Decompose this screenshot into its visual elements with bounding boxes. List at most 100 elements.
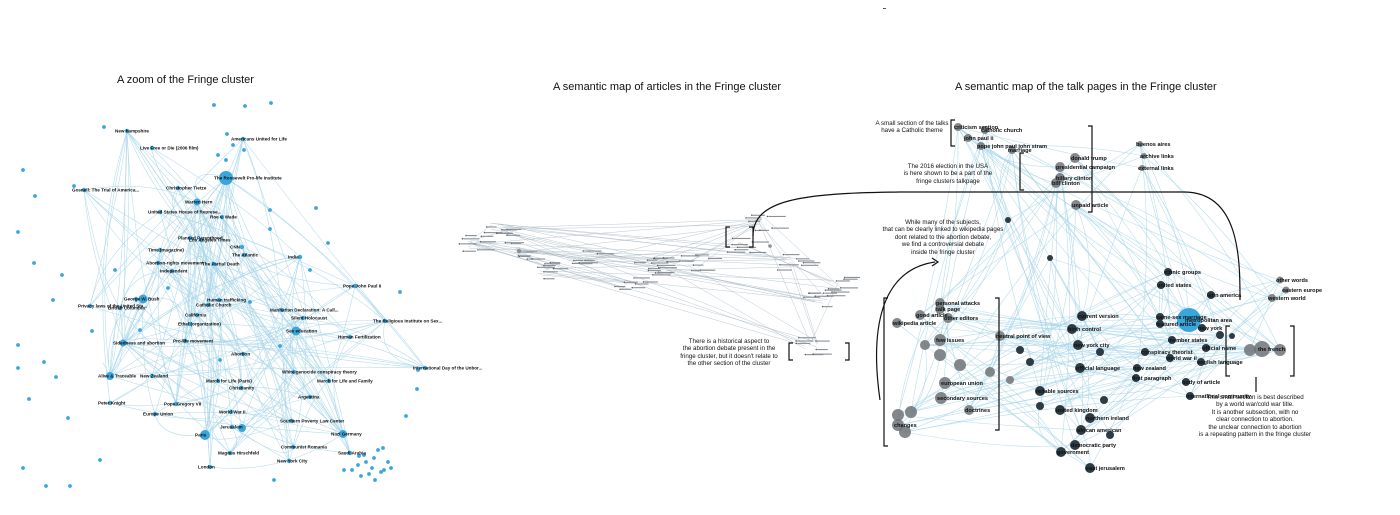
talk-node bbox=[1156, 320, 1164, 328]
talk-edge bbox=[957, 126, 1079, 346]
article-node bbox=[477, 248, 479, 251]
talk-node-label: united states bbox=[1157, 283, 1192, 289]
fringe-edge bbox=[83, 189, 161, 251]
talk-node-label: democratic party bbox=[1071, 443, 1117, 449]
fringe-edge bbox=[109, 387, 242, 407]
article-node bbox=[572, 259, 575, 262]
fringe-edge bbox=[83, 189, 126, 344]
talk-node bbox=[1216, 331, 1224, 339]
fringe-edge bbox=[229, 426, 237, 454]
talk-node-label: bill clinton bbox=[1052, 181, 1081, 187]
talk-node-label: reliable sources bbox=[1036, 389, 1079, 395]
fringe-node bbox=[308, 268, 312, 272]
fringe-edge bbox=[242, 353, 290, 462]
talk-edge bbox=[1079, 367, 1191, 397]
article-node bbox=[822, 292, 825, 294]
fringe-node bbox=[286, 458, 292, 464]
talk-node-label: new york city bbox=[1074, 343, 1110, 349]
talk-node bbox=[1026, 358, 1034, 366]
fringe-node-label: Abortion bbox=[231, 352, 250, 357]
talk-node-label: pope john paul john stram bbox=[977, 144, 1047, 150]
annotation-historical: There is a historical aspect to the abor… bbox=[680, 338, 778, 368]
article-text-mark bbox=[826, 289, 842, 291]
fringe-node bbox=[314, 206, 318, 210]
article-node bbox=[537, 266, 539, 269]
talk-edge bbox=[947, 317, 1073, 330]
talk-edge bbox=[1136, 334, 1221, 369]
fringe-node bbox=[149, 145, 155, 151]
article-text-mark bbox=[814, 353, 832, 355]
article-text-mark bbox=[810, 292, 822, 294]
article-edge bbox=[467, 240, 547, 268]
article-node bbox=[798, 260, 800, 262]
article-text-mark bbox=[709, 257, 723, 260]
fringe-node-label: Pope John Paul II bbox=[343, 284, 381, 289]
article-edge bbox=[469, 241, 481, 249]
fringe-node bbox=[359, 474, 363, 478]
talk-edge bbox=[1029, 352, 1171, 363]
fringe-node-label: Ethel (organization) bbox=[178, 322, 221, 327]
article-text-mark bbox=[659, 267, 677, 269]
fringe-edge bbox=[135, 298, 186, 342]
article-node bbox=[754, 229, 757, 232]
talk-edge bbox=[957, 126, 1079, 346]
article-node bbox=[634, 283, 637, 285]
article-node bbox=[552, 267, 555, 270]
article-text-mark bbox=[580, 262, 599, 264]
fringe-node-label: Sex education bbox=[286, 329, 317, 334]
article-node bbox=[839, 287, 842, 289]
talk-node-label: east jerusalem bbox=[1086, 466, 1125, 472]
talk-edge bbox=[939, 315, 1083, 356]
talk-edge bbox=[1038, 405, 1062, 453]
article-text-mark bbox=[778, 269, 792, 271]
fringe-edge bbox=[242, 138, 351, 454]
arrowhead-debate bbox=[931, 257, 940, 267]
talk-node bbox=[892, 409, 904, 421]
fringe-node-label: March for Life and Family bbox=[317, 379, 373, 384]
talk-node bbox=[1186, 392, 1194, 400]
talk-edge bbox=[1007, 143, 1141, 221]
fringe-edge bbox=[126, 130, 304, 319]
article-node bbox=[821, 305, 824, 308]
fringe-node bbox=[198, 237, 204, 243]
talk-node-label: english language bbox=[1197, 360, 1243, 366]
talk-edge bbox=[967, 137, 1281, 281]
article-edge bbox=[468, 241, 472, 249]
article-text-mark bbox=[508, 234, 521, 236]
article-text-mark bbox=[747, 217, 762, 219]
fringe-node-label: London bbox=[198, 465, 215, 470]
fringe-edge bbox=[213, 263, 344, 435]
fringe-edge bbox=[291, 256, 301, 373]
fringe-node-label: Planned Parenthood bbox=[178, 236, 223, 241]
fringe-edge bbox=[157, 262, 209, 306]
talk-edge bbox=[968, 344, 1079, 411]
talk-node bbox=[981, 126, 989, 134]
talk-node bbox=[1168, 336, 1176, 344]
talk-edge bbox=[968, 182, 1057, 411]
article-text-mark bbox=[621, 288, 632, 290]
bracket-historical bbox=[788, 342, 793, 361]
bracket-election-right bbox=[1088, 125, 1093, 213]
fringe-edge bbox=[213, 263, 344, 435]
article-node bbox=[844, 276, 846, 279]
article-edge bbox=[473, 219, 762, 245]
talk-node bbox=[1016, 346, 1024, 354]
fringe-node-label: Pope Gregory VII bbox=[164, 402, 201, 407]
fringe-node bbox=[117, 305, 123, 311]
fringe-node bbox=[227, 450, 233, 456]
talk-edge bbox=[1074, 339, 1173, 446]
fringe-node bbox=[225, 132, 229, 136]
article-text-mark bbox=[616, 285, 626, 288]
talk-edge bbox=[1080, 289, 1287, 431]
talk-edge bbox=[1075, 204, 1263, 350]
talk-edge bbox=[919, 204, 1077, 316]
talk-edge bbox=[939, 149, 1013, 341]
fringe-node-label: The Religious Institute on Sex... bbox=[373, 319, 442, 324]
talk-node bbox=[1156, 313, 1164, 321]
fringe-edge bbox=[221, 216, 293, 422]
talk-edge bbox=[1080, 349, 1251, 431]
talk-node bbox=[1073, 340, 1083, 350]
fringe-node bbox=[102, 125, 106, 129]
talk-edge bbox=[980, 145, 1081, 369]
article-node bbox=[831, 291, 833, 293]
